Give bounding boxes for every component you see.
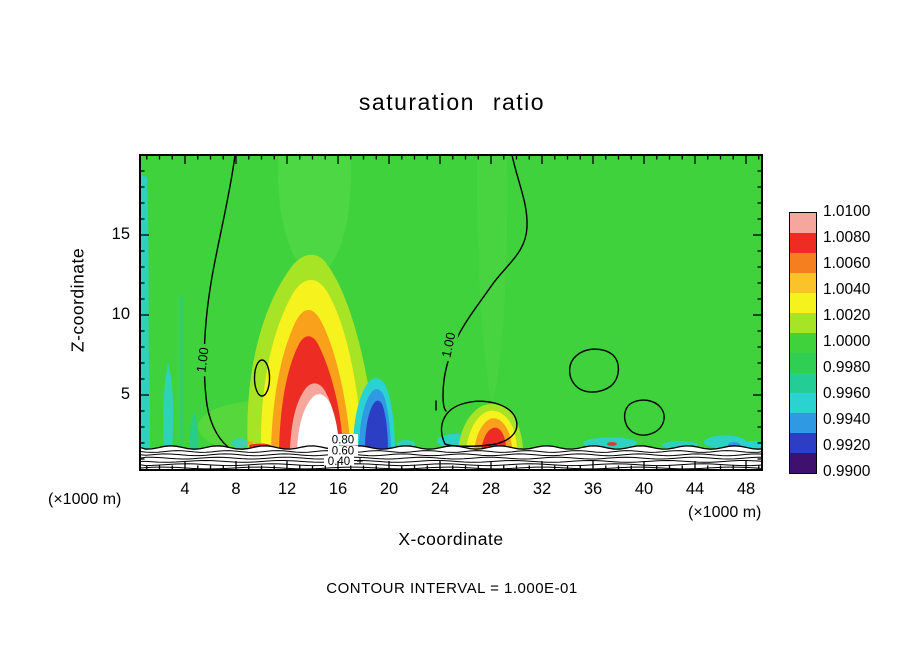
x-tick-label: 48: [736, 480, 756, 498]
contour-label-1.00-right: 1.00: [436, 327, 460, 363]
x-tick-label: 20: [379, 480, 399, 498]
cyan-streaks-left: [140, 175, 199, 451]
x-unit-left: (×1000 m): [48, 491, 122, 508]
colorbar-segment: [790, 373, 816, 393]
colorbar-segment: [790, 213, 816, 233]
x-tick-label: 44: [685, 480, 705, 498]
colorbar-label: 1.0060: [823, 255, 871, 272]
contour-label-text: 1.00: [439, 331, 459, 359]
contour-label-0.80: 0.80: [328, 434, 358, 447]
colorbar-label: 1.0020: [823, 307, 871, 324]
contour-label-text: 0.60: [332, 446, 354, 458]
x-axis-label: X-coordinate: [398, 529, 504, 549]
colorbar-segment: [790, 313, 816, 333]
colorbar-label: 1.0100: [823, 203, 871, 220]
colorbar-label: 0.9980: [823, 359, 871, 376]
x-tick-label: 36: [583, 480, 603, 498]
colorbar-segment: [790, 353, 816, 373]
colorbar-segment: [790, 253, 816, 273]
field-background: [140, 155, 762, 470]
colorbar-segment: [790, 293, 816, 313]
x-tick-label: 40: [634, 480, 654, 498]
x-tick-label: 32: [532, 480, 552, 498]
contour-plot: 1.00 1.00 0.80 0.60 0.40: [139, 154, 763, 471]
contour-label-text: 0.80: [332, 435, 354, 447]
y-tick-label: 5: [120, 385, 130, 403]
plot-frame: [139, 154, 763, 471]
colorbar-label: 1.0080: [823, 229, 871, 246]
colorbar-segment: [790, 433, 816, 453]
contour-label-0.60: 0.60: [328, 445, 358, 458]
colorbar-label: 0.9900: [823, 463, 871, 480]
colorbar-segment: [790, 453, 816, 473]
contour-label-text: 1.00: [194, 346, 212, 373]
surface-stratified-band: [140, 445, 762, 470]
x-tick-label: 8: [231, 480, 241, 498]
contour-lines-1.00: [203, 155, 665, 448]
x-tick-label: 4: [180, 480, 190, 498]
chart-title: saturation ratio: [358, 89, 546, 115]
x-tick-label: 16: [328, 480, 348, 498]
contour-label-text: 0.40: [328, 456, 350, 468]
x-tick-label: 28: [481, 480, 501, 498]
colorbar-label: 0.9920: [823, 437, 871, 454]
colorbar-label: 0.9940: [823, 411, 871, 428]
y-tick-label: 10: [111, 305, 130, 323]
colorbar-segment: [790, 333, 816, 353]
colorbar: [789, 212, 817, 474]
colorbar-label: 0.9960: [823, 385, 871, 402]
x-tick-label: 24: [430, 480, 450, 498]
contour-interval-note: CONTOUR INTERVAL = 1.000E-01: [326, 580, 578, 597]
y-tick-label: 15: [111, 225, 130, 243]
colorbar-segment: [790, 413, 816, 433]
y-axis-label: Z-coordinate: [67, 247, 88, 353]
colorbar-label: 1.0040: [823, 281, 871, 298]
contour-label-0.40: 0.40: [324, 456, 363, 468]
downdraft-blue-blob: [353, 378, 395, 451]
colorbar-segment: [790, 393, 816, 413]
colorbar-segment: [790, 273, 816, 293]
x-tick-label: 12: [277, 480, 297, 498]
contour-label-1.00-left: 1.00: [192, 343, 212, 377]
band-contour-lines: [140, 450, 762, 470]
colorbar-label: 1.0000: [823, 333, 871, 350]
colorbar-segment: [790, 233, 816, 253]
x-unit-right: (×1000 m): [688, 504, 762, 521]
